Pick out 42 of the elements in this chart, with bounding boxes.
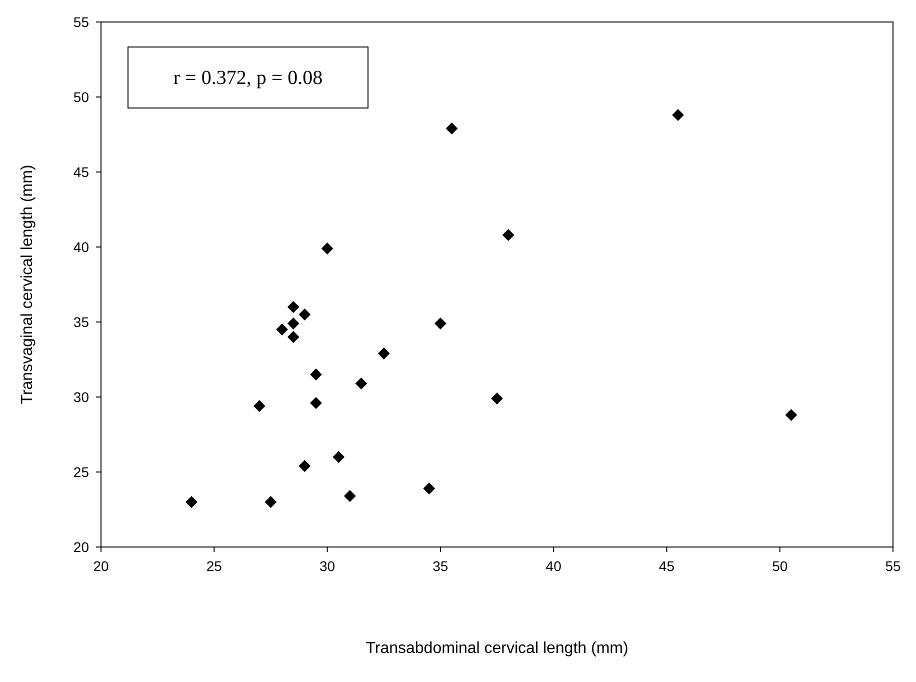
point: [298, 308, 311, 320]
point: [332, 451, 345, 463]
point: [276, 324, 288, 336]
point: [502, 229, 514, 241]
y-tick-label: 20: [73, 538, 90, 555]
point: [491, 392, 503, 404]
point: [344, 490, 356, 502]
point: [287, 301, 300, 313]
x-tick-label: 30: [319, 558, 336, 574]
point: [434, 318, 446, 330]
x-axis-title: Transabdominal cervical length (mm): [366, 640, 628, 657]
point: [355, 378, 368, 390]
y-tick-label: 50: [73, 88, 90, 105]
x-tick-label: 25: [206, 558, 222, 574]
y-tick-label: 35: [73, 314, 90, 330]
y-tick-label: 40: [73, 238, 90, 255]
point: [310, 397, 322, 409]
x-tick-label: 55: [885, 558, 901, 574]
x-tick-label: 40: [546, 558, 562, 574]
point: [423, 482, 436, 494]
point: [287, 331, 300, 343]
point: [287, 318, 300, 330]
point: [785, 409, 798, 421]
point: [253, 400, 266, 412]
point: [298, 460, 311, 472]
point: [310, 368, 322, 380]
x-tick-label: 20: [93, 558, 109, 574]
point: [672, 109, 684, 121]
y-tick-label: 30: [73, 388, 90, 405]
point: [378, 348, 390, 360]
x-tick-label: 35: [432, 558, 448, 574]
point: [264, 496, 277, 508]
y-tick-label: 25: [73, 464, 90, 480]
annotation: r = 0.372, p = 0.08: [173, 67, 323, 89]
x-tick-label: 45: [658, 558, 675, 574]
y-axis-title: Transvaginal cervical length (mm): [19, 164, 36, 404]
point: [446, 122, 458, 134]
y-tick-label: 45: [73, 164, 90, 180]
point: [186, 496, 198, 508]
x-tick-label: 50: [772, 558, 788, 574]
y-tick-label: 55: [73, 14, 90, 30]
point: [321, 242, 334, 254]
